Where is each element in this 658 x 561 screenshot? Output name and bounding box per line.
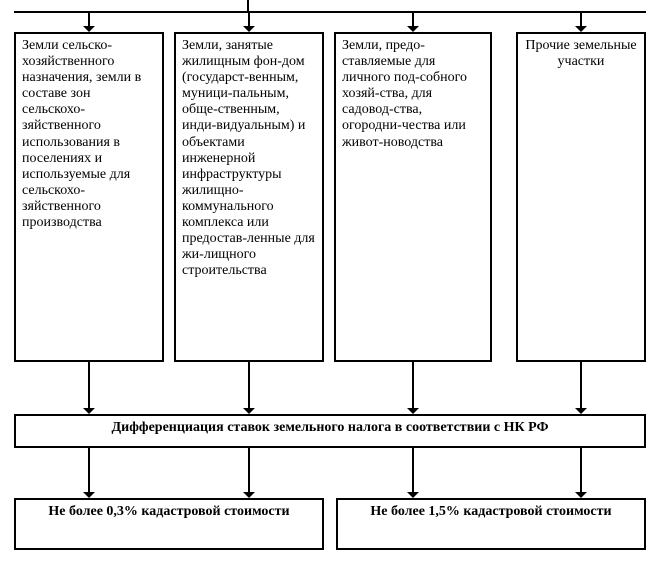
node-bottom1: Не более 0,3% кадастровой стоимости <box>14 498 324 550</box>
node-top4: Прочие земельные участки <box>516 32 646 362</box>
node-top1: Земли сельско-хозяйственного назначения,… <box>14 32 164 362</box>
node-middle: Дифференциация ставок земельного налога … <box>14 414 646 448</box>
node-top3: Земли, предо-ставляемые для личного под-… <box>334 32 492 362</box>
node-top2: Земли, занятые жилищным фон-дом (государ… <box>174 32 324 362</box>
node-bottom2: Не более 1,5% кадастровой стоимости <box>336 498 646 550</box>
